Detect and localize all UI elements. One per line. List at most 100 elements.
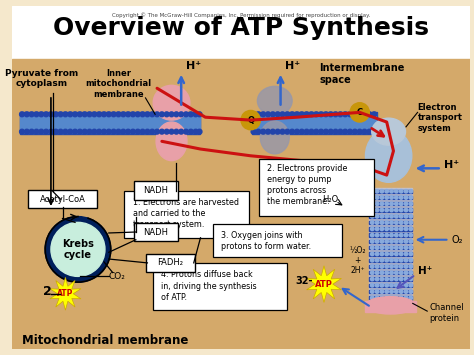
Circle shape bbox=[375, 258, 379, 262]
Circle shape bbox=[179, 112, 183, 117]
Circle shape bbox=[280, 129, 285, 134]
Circle shape bbox=[169, 112, 174, 117]
Circle shape bbox=[375, 296, 379, 300]
Circle shape bbox=[404, 227, 408, 231]
Text: ATP: ATP bbox=[315, 280, 333, 289]
Circle shape bbox=[304, 112, 309, 117]
Bar bbox=[150, 113, 154, 133]
Circle shape bbox=[380, 296, 383, 300]
Circle shape bbox=[390, 190, 393, 193]
Circle shape bbox=[48, 129, 54, 134]
Circle shape bbox=[347, 129, 353, 134]
Circle shape bbox=[130, 112, 136, 117]
Circle shape bbox=[404, 196, 408, 199]
Bar bbox=[170, 113, 173, 133]
Circle shape bbox=[58, 129, 63, 134]
Circle shape bbox=[404, 246, 408, 250]
Circle shape bbox=[155, 112, 159, 117]
Circle shape bbox=[319, 129, 323, 134]
Bar bbox=[39, 113, 43, 133]
Bar bbox=[281, 113, 284, 133]
Circle shape bbox=[371, 265, 374, 268]
Text: O₂: O₂ bbox=[451, 235, 463, 245]
Bar bbox=[97, 113, 101, 133]
Circle shape bbox=[395, 271, 398, 274]
Circle shape bbox=[343, 129, 347, 134]
Circle shape bbox=[371, 290, 374, 293]
Circle shape bbox=[380, 240, 383, 243]
Circle shape bbox=[371, 208, 374, 212]
Circle shape bbox=[371, 252, 374, 256]
Circle shape bbox=[375, 215, 379, 218]
Circle shape bbox=[395, 252, 398, 256]
Circle shape bbox=[271, 129, 275, 134]
Circle shape bbox=[300, 112, 304, 117]
Circle shape bbox=[385, 265, 388, 268]
Circle shape bbox=[314, 112, 319, 117]
Bar bbox=[12, 59, 470, 349]
Text: NADH: NADH bbox=[144, 186, 169, 195]
Circle shape bbox=[371, 234, 374, 237]
Circle shape bbox=[380, 252, 383, 256]
Circle shape bbox=[375, 277, 379, 281]
Circle shape bbox=[380, 258, 383, 262]
Circle shape bbox=[390, 215, 393, 218]
Circle shape bbox=[375, 240, 379, 243]
Bar bbox=[252, 113, 255, 133]
Circle shape bbox=[189, 112, 193, 117]
Circle shape bbox=[300, 129, 304, 134]
Ellipse shape bbox=[257, 86, 292, 115]
Circle shape bbox=[323, 112, 328, 117]
FancyBboxPatch shape bbox=[146, 254, 195, 272]
Circle shape bbox=[404, 190, 408, 193]
Circle shape bbox=[375, 284, 379, 287]
Text: ATP: ATP bbox=[57, 289, 73, 298]
Circle shape bbox=[82, 129, 87, 134]
Circle shape bbox=[58, 112, 63, 117]
Bar bbox=[348, 113, 352, 133]
Bar bbox=[369, 277, 412, 281]
Circle shape bbox=[390, 196, 393, 199]
Bar bbox=[369, 252, 412, 256]
Circle shape bbox=[400, 252, 403, 256]
Circle shape bbox=[395, 190, 398, 193]
Circle shape bbox=[140, 129, 145, 134]
Circle shape bbox=[404, 265, 408, 268]
Bar bbox=[194, 113, 198, 133]
FancyBboxPatch shape bbox=[135, 181, 178, 200]
Circle shape bbox=[333, 129, 338, 134]
Text: Acetyl-CoA: Acetyl-CoA bbox=[39, 195, 85, 204]
Circle shape bbox=[290, 129, 294, 134]
Circle shape bbox=[385, 208, 388, 212]
FancyBboxPatch shape bbox=[259, 159, 374, 215]
Bar bbox=[141, 113, 145, 133]
Text: H⁺: H⁺ bbox=[285, 61, 301, 71]
Circle shape bbox=[174, 129, 179, 134]
Circle shape bbox=[375, 221, 379, 224]
Circle shape bbox=[174, 112, 179, 117]
Circle shape bbox=[400, 208, 403, 212]
Text: Channel
protein: Channel protein bbox=[429, 304, 464, 323]
Circle shape bbox=[395, 265, 398, 268]
Circle shape bbox=[375, 290, 379, 293]
Circle shape bbox=[380, 215, 383, 218]
Circle shape bbox=[375, 234, 379, 237]
Circle shape bbox=[371, 202, 374, 206]
Circle shape bbox=[77, 129, 82, 134]
Bar bbox=[319, 113, 323, 133]
Circle shape bbox=[375, 265, 379, 268]
Bar bbox=[88, 113, 91, 133]
Circle shape bbox=[323, 129, 328, 134]
Circle shape bbox=[126, 129, 130, 134]
Bar bbox=[78, 113, 82, 133]
Bar bbox=[343, 113, 347, 133]
Circle shape bbox=[367, 129, 372, 134]
Circle shape bbox=[275, 112, 280, 117]
Circle shape bbox=[400, 258, 403, 262]
Circle shape bbox=[390, 258, 393, 262]
Circle shape bbox=[29, 112, 34, 117]
Circle shape bbox=[54, 112, 58, 117]
Circle shape bbox=[155, 129, 159, 134]
Circle shape bbox=[404, 296, 408, 300]
Bar bbox=[174, 113, 178, 133]
